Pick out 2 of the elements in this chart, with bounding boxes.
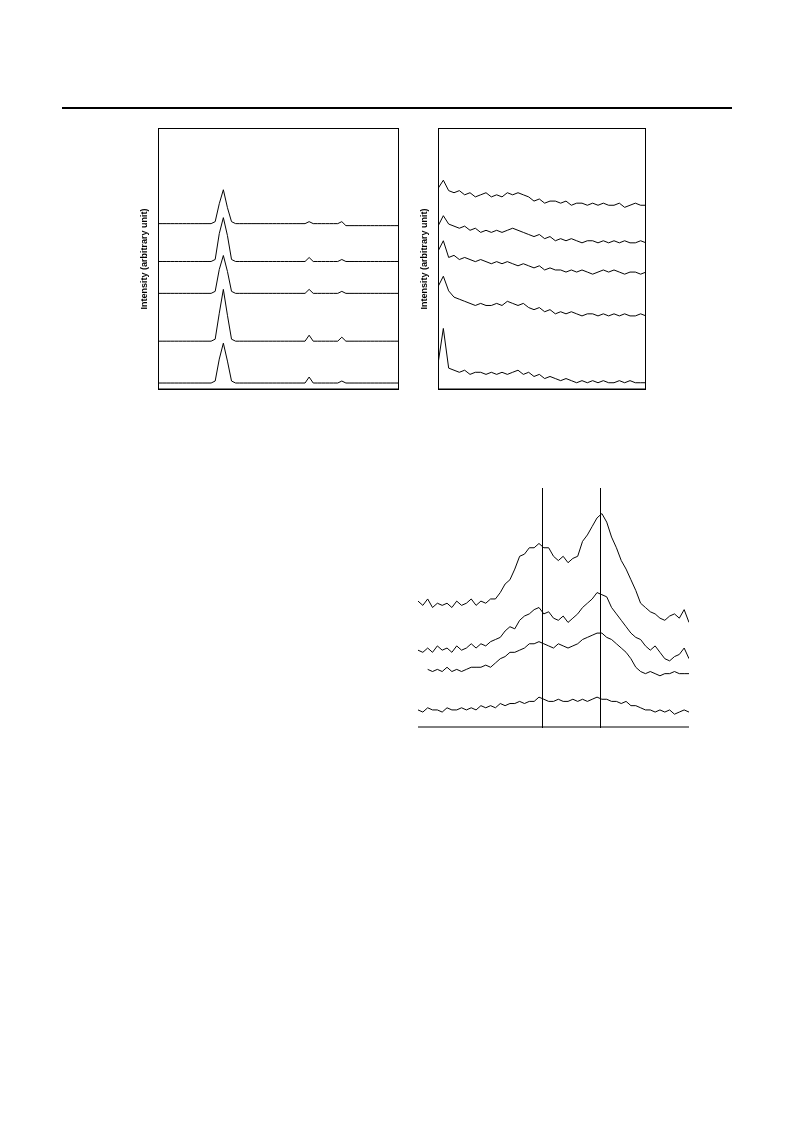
y-axis-title: Intensity (arbitrary unit) bbox=[139, 208, 149, 310]
y-axis-title: Intensity (arbitrary unit) bbox=[419, 208, 429, 310]
